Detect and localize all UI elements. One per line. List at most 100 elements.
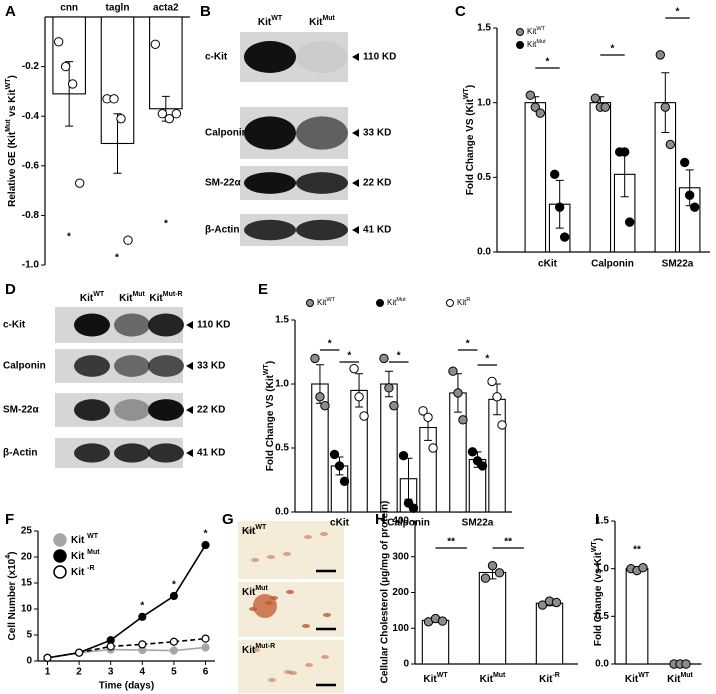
data-point [480,573,491,583]
size-label: 110 KD [197,320,230,331]
protein-label: c-Kit [205,52,228,63]
blot-band [296,116,348,150]
legend-label-part: Kit [457,298,467,307]
x-tick-label: tagln [106,3,130,14]
blot-band [296,172,348,194]
size-label: 41 KD [197,448,225,459]
y-axis-title-part: Fold Change VS (Kit [265,374,276,471]
x-tick-label-part: Kit [423,674,437,685]
panel-label: D [5,281,16,298]
stain [283,552,291,556]
stain [246,529,254,533]
annotation: ** [447,537,455,548]
data-point [448,366,458,376]
y-axis-title-part: WT [263,363,270,375]
data-point [660,102,671,112]
data-point [428,443,438,453]
y-tick-label: 0.5 [477,172,491,183]
panel-label: G [222,511,234,528]
legend-label: Kit Mut [71,549,100,561]
blot-band [74,399,110,421]
micrograph-label: KitWT [242,524,267,536]
size-arrow [186,449,193,457]
data-point [106,642,115,651]
y-tick-label: 1.0 [275,379,289,390]
y-tick-label: 0 [403,659,409,670]
y-axis-title-part: ) [7,552,18,555]
data-point [138,612,147,621]
series-line [47,544,207,659]
legend-label-part: WT [87,533,99,540]
data-point [169,637,179,646]
x-tick-label: 3 [108,667,114,678]
x-tick-label: cKit [330,518,350,529]
lane-label-part: WT [271,15,283,22]
y-axis-title-part: ) [7,75,18,78]
legend-label: KitWT [527,26,546,36]
size-arrow [186,406,193,414]
legend-label: KitWT [317,297,336,307]
data-point [655,50,666,60]
annotation: * [466,339,470,350]
blot-band [296,41,348,73]
micrograph-label: KitMut-R [242,643,275,655]
data-point [169,646,179,655]
stain [321,655,329,659]
y-axis-title-part: Fold Change VS (Kit [465,98,476,195]
data-point [123,235,133,245]
legend-label: KitR [457,297,470,307]
legend-label-part: Kit [387,298,397,307]
data-point [138,640,147,649]
x-tick-label: 5 [171,667,177,678]
data-point [43,653,52,662]
size-label: 33 KD [363,128,391,139]
micrograph-label-part: Kit [242,526,256,537]
protein-label: β-Actin [205,225,239,236]
annotation: ** [504,537,512,548]
annotation: * [611,44,615,55]
y-tick-label: 1.5 [477,23,491,34]
x-tick-label: cKit [538,259,558,270]
bar [589,102,612,253]
stain [267,555,275,559]
legend-label-part: WT [536,26,545,32]
x-tick-label-part: Mut [680,672,693,679]
y-axis-title-part: ) [265,361,276,364]
size-arrow [352,226,359,234]
x-tick-label-part: -R [552,672,559,679]
data-point [53,37,64,47]
stain [268,678,276,682]
lane-label-part: Mut [132,291,145,298]
y-tick-label: 0.5 [275,443,289,454]
data-point [201,540,210,550]
lane-label-part: Mut-R [163,291,183,298]
y-tick-label: 0.0 [275,507,289,518]
stain [304,535,312,539]
lane-label: KitMut [309,15,335,27]
blot-band [74,313,110,337]
panel-label: C [455,3,466,20]
data-point [349,363,359,374]
data-point [549,169,560,180]
data-point [384,383,394,393]
x-tick-label-part: Kit [539,674,553,685]
y-axis-title-part: Fold Change (vs Kit [593,552,604,647]
data-point [624,217,635,227]
data-point [689,202,700,212]
micrograph [238,521,344,579]
size-label: 33 KD [197,361,225,372]
y-tick-label: 0.0 [595,659,609,670]
micrograph-label: KitMut [242,585,268,597]
data-point [60,61,71,72]
data-point [494,568,505,578]
blot-band [114,313,150,337]
x-tick-label-part: Kit [625,674,639,685]
data-point [109,94,119,104]
micrograph-label-part: Mut [255,585,268,592]
x-tick-label-part: Kit [667,674,681,685]
bar [478,571,507,665]
legend-label-part: Kit [71,567,87,578]
y-tick-label: 15 [21,578,33,589]
y-axis-title-part: vs Kit [7,89,18,120]
x-tick-label: KitWT [423,672,448,684]
